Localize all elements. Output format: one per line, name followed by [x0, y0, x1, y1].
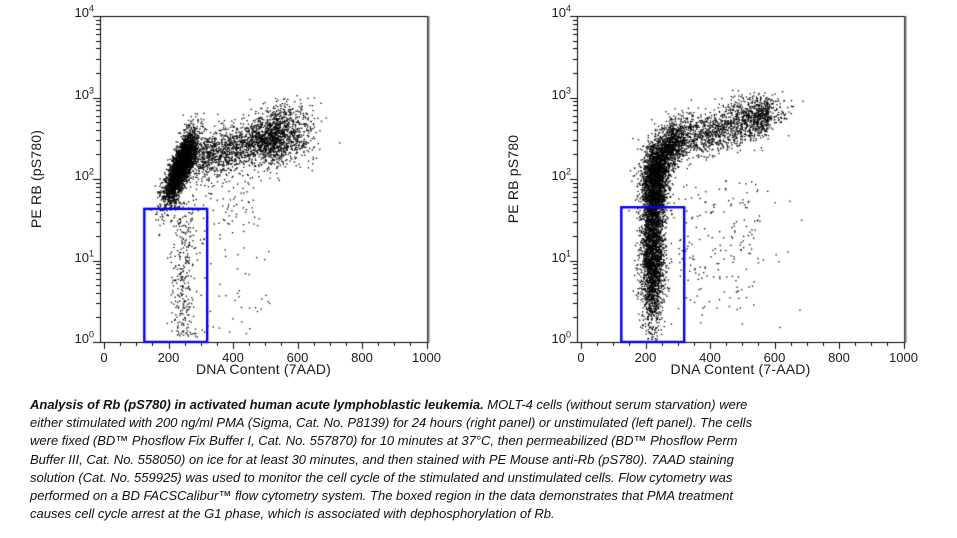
caption-line: were fixed (BD™ Phosflow Fix Buffer I, C…	[30, 433, 738, 449]
y-tick-label: 102	[74, 166, 94, 183]
x-tick-label: 1000	[412, 350, 441, 365]
x-tick-label: 400	[222, 350, 244, 365]
axis-tick-labels-left: 0 200 400 600 800 1000 100 101 102 103 104	[0, 0, 480, 392]
caption-line: Buffer III, Cat. No. 558050) on ice for …	[30, 451, 734, 467]
scatter-plot-canvas-left	[0, 0, 480, 392]
y-tick-label: 103	[551, 85, 571, 102]
x-tick-label: 1000	[889, 350, 918, 365]
y-tick-label: 100	[74, 329, 94, 346]
caption-line: either stimulated with 200 ng/ml PMA (Si…	[30, 415, 753, 431]
caption-line: solution (Cat. No. 559925) was used to m…	[30, 469, 733, 485]
x-tick-label: 400	[699, 350, 721, 365]
x-tick-label: 200	[157, 350, 180, 365]
y-tick-label: 101	[551, 248, 571, 265]
x-tick-label: 600	[763, 350, 786, 365]
y-tick-label: 101	[74, 248, 94, 265]
caption-title: Analysis of Rb (pS780) in activated huma…	[30, 397, 484, 412]
x-axis-label-left: DNA Content (7AAD)	[195, 361, 332, 377]
caption-line: Analysis of Rb (pS780) in activated huma…	[30, 397, 748, 412]
caption-line: performed on a BD FACSCalibur™ flow cyto…	[30, 488, 734, 504]
y-axis-label-left: PE RB (pS780)	[28, 129, 44, 229]
y-tick-label: 104	[74, 3, 94, 20]
x-axis-label-right: DNA Content (7-AAD)	[670, 361, 811, 377]
scatter-plot-canvas-right	[477, 0, 957, 392]
x-tick-label: 200	[634, 350, 657, 365]
y-tick-label: 103	[74, 85, 94, 102]
flow-plot-stimulated: 0 200 400 600 800 1000 100 101 102 103 104 PE RB p…	[477, 0, 957, 392]
x-tick-label: 800	[351, 350, 373, 365]
x-tick-label: 800	[828, 350, 850, 365]
flow-plot-unstimulated: 0 200 400 600 800 1000 100 101 102 103 104 PE RB (…	[0, 0, 480, 392]
x-tick-label: 0	[100, 350, 108, 365]
axis-tick-labels-right: 0 200 400 600 800 1000 100 101 102 103 104	[477, 0, 957, 392]
y-tick-label: 104	[551, 3, 571, 20]
caption-line: causes cell cycle arrest at the G1 phase…	[30, 506, 555, 522]
y-tick-label: 100	[551, 329, 571, 346]
figure-caption: Analysis of Rb (pS780) in activated huma…	[30, 396, 945, 523]
x-tick-label: 0	[577, 350, 585, 365]
y-tick-label: 102	[551, 166, 571, 183]
x-tick-label: 600	[286, 350, 309, 365]
y-axis-label-right: PE RB pS780	[505, 134, 521, 224]
